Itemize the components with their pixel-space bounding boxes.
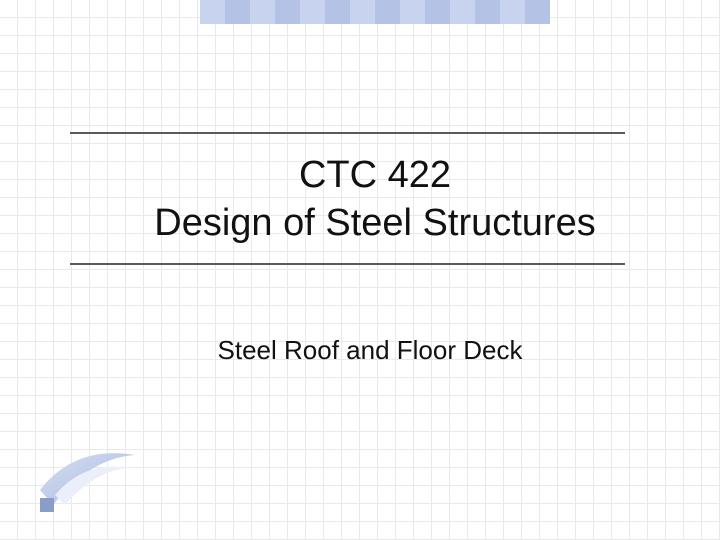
title-block: CTC 422 Design of Steel Structures	[110, 152, 640, 247]
title-line-1: CTC 422	[110, 152, 640, 200]
horizontal-rule-top	[70, 132, 625, 134]
corner-swoosh-icon	[35, 440, 155, 520]
title-line-2: Design of Steel Structures	[110, 200, 640, 248]
top-color-band	[200, 0, 550, 24]
subtitle: Steel Roof and Floor Deck	[150, 335, 590, 366]
horizontal-rule-bottom	[70, 263, 625, 265]
